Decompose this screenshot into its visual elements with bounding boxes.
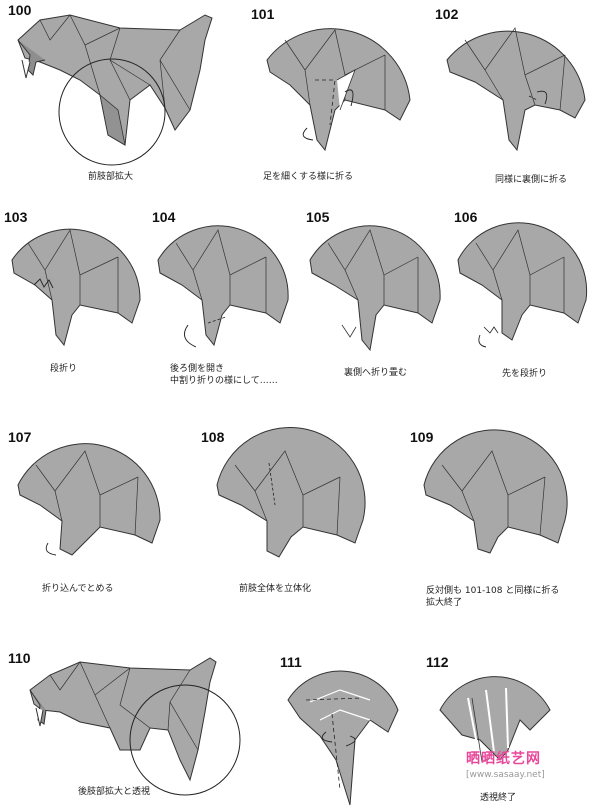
watermark-url: [www.sasaay.net] (466, 770, 545, 780)
step-102: 102 同様に裏側に折る (425, 0, 593, 195)
step-112: 112 透視終了 (420, 640, 593, 808)
step-caption: 足を細くする様に折る (263, 172, 354, 182)
step-103: 103 段折り (0, 205, 145, 390)
step-number: 104 (152, 209, 176, 225)
leg-closeup-figure (446, 27, 586, 152)
step-number: 101 (251, 6, 275, 22)
step-caption: 後肢部拡大と透視 (78, 787, 151, 797)
step-caption: 裏側へ折り畳む (344, 368, 408, 378)
step-number: 112 (426, 654, 449, 670)
hind-leg-xray-figure (287, 670, 399, 806)
leg-closeup-figure (457, 222, 588, 348)
step-caption: 透視終了 (480, 793, 517, 803)
step-number: 109 (410, 429, 434, 445)
step-109: 109 反対側も 101-108 と同様に折る 拡大終了 (400, 425, 593, 610)
step-number: 106 (454, 209, 478, 225)
leg-closeup-figure (17, 443, 161, 556)
leg-closeup-figure (11, 228, 141, 347)
leg-closeup-figure (423, 429, 568, 554)
leg-closeup-figure (309, 225, 441, 352)
step-101: 101 足を細くする様に折る (245, 0, 425, 195)
step-number: 107 (8, 429, 32, 445)
step-caption-line-1: 後ろ側を開き (170, 364, 225, 374)
step-caption: 前肢部拡大 (88, 172, 134, 182)
hind-leg-xray-figure (439, 676, 551, 763)
step-100: 100 前肢部拡大 (0, 0, 240, 195)
step-108: 108 前肢全体を立体化 (195, 425, 400, 610)
step-number: 105 (306, 209, 330, 225)
step-104: 104 後ろ側を開き 中割り折りの様にして…… (148, 205, 300, 390)
tiger-body-figure (17, 14, 213, 166)
step-106: 106 先を段折り (450, 205, 593, 390)
step-110: 110 後肢部拡大と透視 (0, 640, 265, 808)
step-107: 107 折り込んでとめる (0, 425, 195, 610)
tiger-body-figure (29, 657, 241, 796)
step-number: 110 (8, 650, 31, 666)
step-caption: 同様に裏側に折る (495, 175, 568, 185)
step-number: 100 (8, 2, 32, 18)
step-caption: 段折り (50, 364, 78, 374)
step-105: 105 裏側へ折り畳む (300, 205, 450, 390)
step-caption: 折り込んでとめる (42, 584, 114, 594)
leg-closeup-figure (216, 426, 366, 558)
watermark-logo-text: 晒晒纸艺网 (466, 751, 541, 767)
step-caption-line-2: 中割り折りの様にして…… (170, 376, 278, 386)
step-number: 102 (435, 6, 459, 22)
watermark: 晒晒纸艺网 [www.sasaay.net] (466, 748, 586, 780)
leg-closeup-figure (157, 225, 289, 348)
step-111: 111 (270, 640, 420, 808)
step-caption-line-1: 反対側も 101-108 と同様に折る (426, 586, 560, 596)
step-number: 111 (280, 654, 302, 670)
step-caption: 前肢全体を立体化 (239, 584, 312, 594)
step-number: 108 (201, 429, 225, 445)
step-number: 103 (4, 209, 28, 225)
step-caption-line-2: 拡大終了 (426, 598, 463, 608)
leg-closeup-figure (266, 28, 411, 152)
step-caption: 先を段折り (502, 369, 548, 379)
